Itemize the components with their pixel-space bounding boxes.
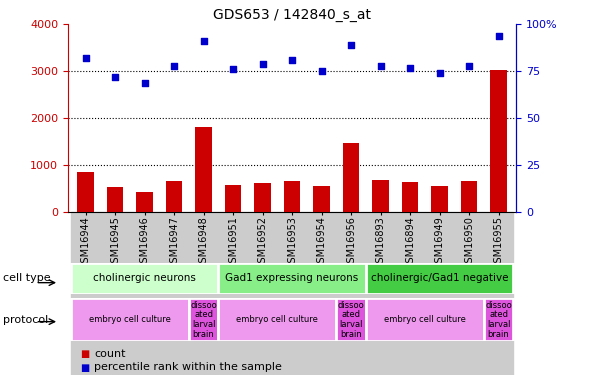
Bar — [71, 262, 218, 294]
Bar — [313, 186, 330, 212]
Text: dissoo
ated
larval
brain: dissoo ated larval brain — [190, 301, 217, 339]
Bar — [484, 212, 513, 375]
Point — [376, 63, 385, 69]
Text: embryo cell culture: embryo cell culture — [237, 315, 318, 324]
Bar — [366, 262, 513, 294]
Bar — [218, 262, 366, 294]
Point — [287, 57, 297, 63]
Point — [346, 42, 356, 48]
Bar — [130, 212, 159, 375]
Point — [81, 55, 90, 61]
Bar — [484, 298, 513, 341]
Bar — [189, 298, 218, 341]
Point — [317, 68, 326, 74]
Bar — [366, 298, 484, 341]
Bar — [189, 212, 218, 375]
Bar — [248, 212, 277, 375]
Text: cholinergic neurons: cholinergic neurons — [93, 273, 196, 284]
Bar — [71, 212, 100, 375]
Bar — [277, 212, 307, 375]
Bar — [431, 186, 448, 212]
Bar — [284, 181, 300, 212]
Point — [494, 33, 503, 39]
Bar — [77, 172, 94, 212]
Bar — [343, 143, 359, 212]
Point — [405, 64, 415, 70]
Text: dissoo
ated
larval
brain: dissoo ated larval brain — [485, 301, 512, 339]
Bar — [336, 298, 366, 341]
Point — [140, 80, 149, 86]
Bar — [461, 181, 477, 212]
Point — [199, 38, 208, 44]
Point — [228, 66, 238, 72]
Bar — [166, 181, 182, 212]
Text: dissoo
ated
larval
brain: dissoo ated larval brain — [337, 301, 365, 339]
Bar — [395, 212, 425, 375]
Point — [435, 70, 444, 76]
Bar — [100, 212, 130, 375]
Text: percentile rank within the sample: percentile rank within the sample — [94, 363, 282, 372]
Bar — [71, 298, 189, 341]
Point — [464, 63, 474, 69]
Bar — [454, 212, 484, 375]
Bar — [107, 187, 123, 212]
Text: protocol: protocol — [3, 315, 48, 325]
Text: ■: ■ — [80, 363, 89, 372]
Bar — [490, 70, 507, 212]
Text: embryo cell culture: embryo cell culture — [384, 315, 466, 324]
Bar — [425, 212, 454, 375]
Text: ■: ■ — [80, 350, 89, 359]
Text: cholinergic/Gad1 negative: cholinergic/Gad1 negative — [371, 273, 509, 284]
Bar — [366, 212, 395, 375]
Text: embryo cell culture: embryo cell culture — [89, 315, 171, 324]
Bar — [336, 212, 366, 375]
Bar — [136, 192, 153, 212]
Point — [110, 74, 120, 80]
Bar — [225, 185, 241, 212]
Bar — [218, 298, 336, 341]
Text: count: count — [94, 350, 126, 359]
Bar — [218, 212, 248, 375]
Point — [169, 63, 179, 69]
Title: GDS653 / 142840_s_at: GDS653 / 142840_s_at — [213, 8, 371, 22]
Bar — [195, 127, 212, 212]
Bar — [254, 183, 271, 212]
Bar — [159, 212, 189, 375]
Text: cell type: cell type — [3, 273, 51, 284]
Text: Gad1 expressing neurons: Gad1 expressing neurons — [225, 273, 359, 284]
Bar — [307, 212, 336, 375]
Bar — [372, 180, 389, 212]
Point — [258, 61, 267, 67]
Bar — [402, 182, 418, 212]
